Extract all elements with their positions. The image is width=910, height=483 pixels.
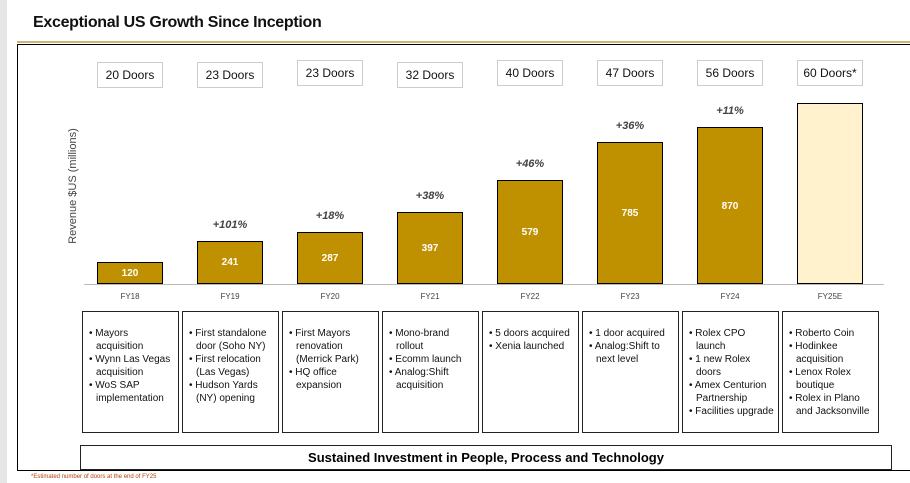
x-tick-label: FY23 xyxy=(620,292,640,301)
milestone-item: • Facilities upgrade xyxy=(689,406,774,417)
milestone-item: • 1 door acquired xyxy=(589,328,665,339)
milestone-text: First standalone door (Soho NY) xyxy=(195,328,267,352)
revenue-bar: 397 xyxy=(397,212,463,284)
milestone-text: First Mayors renovation (Merrick Park) xyxy=(295,328,359,365)
milestone-text: 1 new Rolex doors xyxy=(695,354,751,378)
door-count-box: 56 Doors xyxy=(697,60,763,86)
milestone-item: • First standalone door (Soho NY) xyxy=(189,328,267,352)
milestone-text: HQ office expansion xyxy=(295,367,342,391)
door-count-box: 23 Doors xyxy=(197,62,263,88)
door-count-box: 47 Doors xyxy=(597,60,663,86)
x-tick-label: FY18 xyxy=(120,292,140,301)
milestone-box: • Rolex CPO launch • 1 new Rolex doors • A… xyxy=(682,311,779,433)
door-count-box: 40 Doors xyxy=(497,60,563,86)
milestone-box: • 1 door acquired • Analog:Shift to next … xyxy=(582,311,679,433)
footnote: *Estimated number of doors at the end of… xyxy=(31,474,157,480)
x-axis-line xyxy=(84,284,884,285)
milestone-text: Rolex in Plano and Jacksonville xyxy=(795,393,870,417)
chart-frame xyxy=(17,44,910,471)
x-tick-label: FY20 xyxy=(320,292,340,301)
milestone-text: Analog:Shift acquisition xyxy=(394,367,449,391)
milestone-item: • 1 new Rolex doors xyxy=(689,354,751,378)
growth-label: +46% xyxy=(515,157,545,170)
milestone-text: Lenox Rolex boutique xyxy=(795,367,851,391)
milestone-item: • Mayors acquisition xyxy=(89,328,144,352)
door-count-box: 60 Doors* xyxy=(797,60,863,86)
milestone-text: WoS SAP implementation xyxy=(95,380,164,404)
milestone-item: • First relocation (Las Vegas) xyxy=(189,354,261,378)
bar-value-label: 120 xyxy=(121,268,139,280)
x-tick-label: FY25E xyxy=(817,292,843,301)
milestone-text: Rolex CPO launch xyxy=(695,328,746,352)
x-tick-label: FY24 xyxy=(720,292,740,301)
milestone-item: • Xenia launched xyxy=(489,341,565,352)
milestone-item: • Analog:Shift acquisition xyxy=(389,367,449,391)
bar-value-label: 579 xyxy=(521,226,539,238)
milestone-item: • First Mayors renovation (Merrick Park) xyxy=(289,328,359,365)
revenue-bar: 287 xyxy=(297,232,363,284)
bar-value-label: 287 xyxy=(321,253,339,265)
milestone-item: • Rolex in Plano and Jacksonville xyxy=(789,393,870,417)
milestone-item: • Rolex CPO launch xyxy=(689,328,746,352)
revenue-bar: 870 xyxy=(697,127,763,284)
milestone-text: 1 door acquired xyxy=(595,328,665,339)
milestone-box: • 5 doors acquired • Xenia launched xyxy=(482,311,579,433)
bar-value-label: 241 xyxy=(221,257,239,269)
milestone-item: • Mono-brand rollout xyxy=(389,328,450,352)
milestone-item: • Lenox Rolex boutique xyxy=(789,367,851,391)
milestone-box: • Mono-brand rollout • Ecomm launch • Anal… xyxy=(382,311,479,433)
door-count-box: 20 Doors xyxy=(97,62,163,88)
milestone-item: • Analog:Shift to next level xyxy=(589,341,660,365)
milestone-text: Mono-brand rollout xyxy=(395,328,450,352)
x-tick-label: FY21 xyxy=(420,292,440,301)
bar-value-label: 785 xyxy=(621,208,639,220)
milestone-item: • 5 doors acquired xyxy=(489,328,570,339)
title-divider xyxy=(17,41,910,43)
milestone-box: • Mayors acquisition • Wynn Las Vegas acq… xyxy=(82,311,179,433)
revenue-bar: 785 xyxy=(597,142,663,284)
milestone-text: Xenia launched xyxy=(495,341,565,352)
growth-label: +36% xyxy=(615,120,645,133)
growth-label: +101% xyxy=(212,218,248,231)
door-count-box: 32 Doors xyxy=(397,62,463,88)
milestone-text: First relocation (Las Vegas) xyxy=(195,354,261,378)
door-count-box: 23 Doors xyxy=(297,60,363,86)
milestone-text: Ecomm launch xyxy=(395,354,462,365)
milestone-text: Amex Centurion Partnership xyxy=(694,380,767,404)
milestone-box: • Roberto Coin • Hodinkee acquisition • Le… xyxy=(782,311,879,433)
milestone-item: • Ecomm launch xyxy=(389,354,462,365)
milestone-text: Analog:Shift to next level xyxy=(594,341,660,365)
bar-value-label: 397 xyxy=(421,243,439,255)
milestone-text: Mayors acquisition xyxy=(95,328,144,352)
milestone-item: • HQ office expansion xyxy=(289,367,342,391)
x-tick-label: FY19 xyxy=(220,292,240,301)
milestone-item: • Hudson Yards (NY) opening xyxy=(189,380,258,404)
revenue-bar: 241 xyxy=(197,240,263,284)
revenue-bar xyxy=(797,103,863,284)
milestone-text: Hodinkee acquisition xyxy=(795,341,844,365)
milestone-text: Wynn Las Vegas acquisition xyxy=(95,354,171,378)
milestone-text: Hudson Yards (NY) opening xyxy=(195,380,258,404)
growth-label: +11% xyxy=(716,105,744,117)
bar-value-label: 870 xyxy=(721,200,739,212)
milestone-box: • First standalone door (Soho NY) • First… xyxy=(182,311,279,433)
revenue-bar: 120 xyxy=(97,262,163,284)
milestone-text: Roberto Coin xyxy=(795,328,855,339)
growth-label: +38% xyxy=(415,190,445,203)
milestone-item: • Roberto Coin xyxy=(789,328,855,339)
milestone-box: • First Mayors renovation (Merrick Park)… xyxy=(282,311,379,433)
bottom-banner: Sustained Investment in People, Process … xyxy=(80,445,892,470)
milestone-item: • WoS SAP implementation xyxy=(89,380,164,404)
revenue-bar: 579 xyxy=(497,179,563,284)
x-tick-label: FY22 xyxy=(520,292,540,301)
milestone-item: • Wynn Las Vegas acquisition xyxy=(89,354,171,378)
milestone-text: Facilities upgrade xyxy=(695,406,774,417)
y-axis-label: Revenue $US (millions) xyxy=(67,128,79,244)
milestone-text: 5 doors acquired xyxy=(495,328,570,339)
milestone-item: • Amex Centurion Partnership xyxy=(689,380,767,404)
milestone-item: • Hodinkee acquisition xyxy=(789,341,844,365)
growth-label: +18% xyxy=(315,210,345,223)
page-title: Exceptional US Growth Since Inception xyxy=(33,14,322,31)
